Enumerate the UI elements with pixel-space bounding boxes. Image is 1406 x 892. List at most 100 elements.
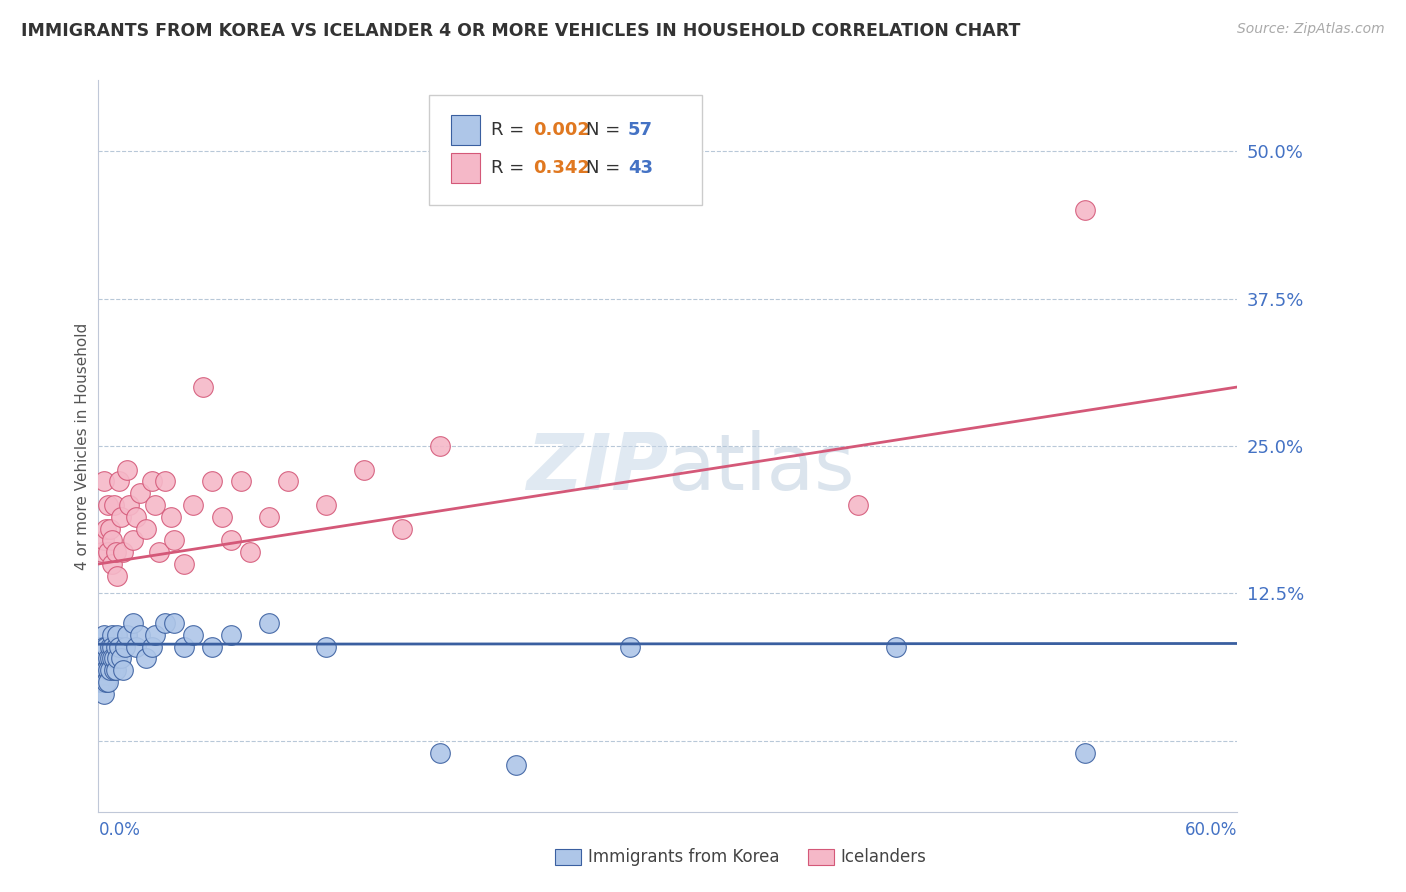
Point bbox=[100, 628, 122, 642]
Point bbox=[315, 498, 337, 512]
Point bbox=[98, 651, 121, 665]
Point bbox=[115, 628, 138, 642]
Point bbox=[846, 498, 869, 512]
Point bbox=[211, 509, 233, 524]
Point bbox=[98, 522, 121, 536]
Point bbox=[89, 663, 111, 677]
Point bbox=[145, 498, 167, 512]
Text: 43: 43 bbox=[628, 159, 652, 177]
Point bbox=[619, 640, 641, 654]
Point bbox=[94, 651, 117, 665]
Point bbox=[94, 522, 117, 536]
Point bbox=[159, 509, 181, 524]
Point bbox=[163, 615, 186, 630]
Point bbox=[97, 675, 120, 690]
Y-axis label: 4 or more Vehicles in Household: 4 or more Vehicles in Household bbox=[75, 322, 90, 570]
Point bbox=[100, 640, 122, 654]
Point bbox=[259, 615, 281, 630]
Point bbox=[429, 439, 451, 453]
Text: atlas: atlas bbox=[668, 430, 855, 506]
Text: IMMIGRANTS FROM KOREA VS ICELANDER 4 OR MORE VEHICLES IN HOUSEHOLD CORRELATION C: IMMIGRANTS FROM KOREA VS ICELANDER 4 OR … bbox=[21, 22, 1021, 40]
Point bbox=[505, 757, 527, 772]
Point bbox=[429, 746, 451, 760]
Point bbox=[221, 628, 243, 642]
Point bbox=[91, 545, 114, 559]
Point bbox=[107, 568, 129, 582]
Text: Icelanders: Icelanders bbox=[841, 848, 927, 866]
Point bbox=[98, 640, 121, 654]
Point bbox=[89, 640, 111, 654]
Point bbox=[201, 475, 224, 489]
Point bbox=[121, 615, 143, 630]
Point bbox=[89, 675, 111, 690]
Point bbox=[239, 545, 262, 559]
Point bbox=[125, 640, 148, 654]
Point bbox=[129, 628, 152, 642]
Point bbox=[94, 640, 117, 654]
Point bbox=[104, 663, 127, 677]
Text: 57: 57 bbox=[628, 121, 652, 139]
Point bbox=[94, 663, 117, 677]
Point bbox=[112, 663, 135, 677]
Point bbox=[183, 628, 205, 642]
Point bbox=[259, 509, 281, 524]
Point bbox=[91, 663, 114, 677]
Point bbox=[93, 663, 115, 677]
Point bbox=[121, 533, 143, 548]
Point bbox=[93, 628, 115, 642]
Point bbox=[110, 651, 132, 665]
Point bbox=[1074, 202, 1097, 217]
Point bbox=[97, 663, 120, 677]
Text: R =: R = bbox=[491, 159, 530, 177]
Text: R =: R = bbox=[491, 121, 530, 139]
Point bbox=[100, 557, 122, 571]
Point bbox=[100, 651, 122, 665]
Point bbox=[141, 475, 163, 489]
Text: Immigrants from Korea: Immigrants from Korea bbox=[588, 848, 779, 866]
Point bbox=[107, 628, 129, 642]
Text: 0.002: 0.002 bbox=[533, 121, 591, 139]
Point bbox=[115, 462, 138, 476]
Point bbox=[100, 533, 122, 548]
Text: N =: N = bbox=[586, 159, 626, 177]
FancyBboxPatch shape bbox=[451, 153, 479, 184]
Point bbox=[163, 533, 186, 548]
Point bbox=[91, 640, 114, 654]
Point bbox=[884, 640, 907, 654]
Text: Source: ZipAtlas.com: Source: ZipAtlas.com bbox=[1237, 22, 1385, 37]
Point bbox=[129, 486, 152, 500]
Point bbox=[229, 475, 252, 489]
Point bbox=[153, 475, 176, 489]
Text: 60.0%: 60.0% bbox=[1185, 822, 1237, 839]
Point bbox=[141, 640, 163, 654]
Text: ZIP: ZIP bbox=[526, 430, 668, 506]
Point bbox=[107, 651, 129, 665]
Point bbox=[103, 663, 125, 677]
Point bbox=[91, 651, 114, 665]
Point bbox=[103, 498, 125, 512]
Point bbox=[183, 498, 205, 512]
Point bbox=[108, 640, 131, 654]
Point bbox=[145, 628, 167, 642]
Text: 0.342: 0.342 bbox=[533, 159, 591, 177]
Point bbox=[277, 475, 299, 489]
Point bbox=[93, 640, 115, 654]
Point bbox=[93, 533, 115, 548]
Point bbox=[118, 498, 141, 512]
Point bbox=[98, 663, 121, 677]
Point bbox=[97, 545, 120, 559]
Point bbox=[93, 687, 115, 701]
Point bbox=[201, 640, 224, 654]
Text: 0.0%: 0.0% bbox=[98, 822, 141, 839]
Point bbox=[315, 640, 337, 654]
Point bbox=[112, 545, 135, 559]
Point bbox=[89, 651, 111, 665]
Point bbox=[93, 675, 115, 690]
Point bbox=[91, 675, 114, 690]
Point bbox=[110, 509, 132, 524]
Point bbox=[353, 462, 375, 476]
Point bbox=[104, 640, 127, 654]
Text: N =: N = bbox=[586, 121, 626, 139]
Point bbox=[125, 509, 148, 524]
FancyBboxPatch shape bbox=[429, 95, 702, 204]
